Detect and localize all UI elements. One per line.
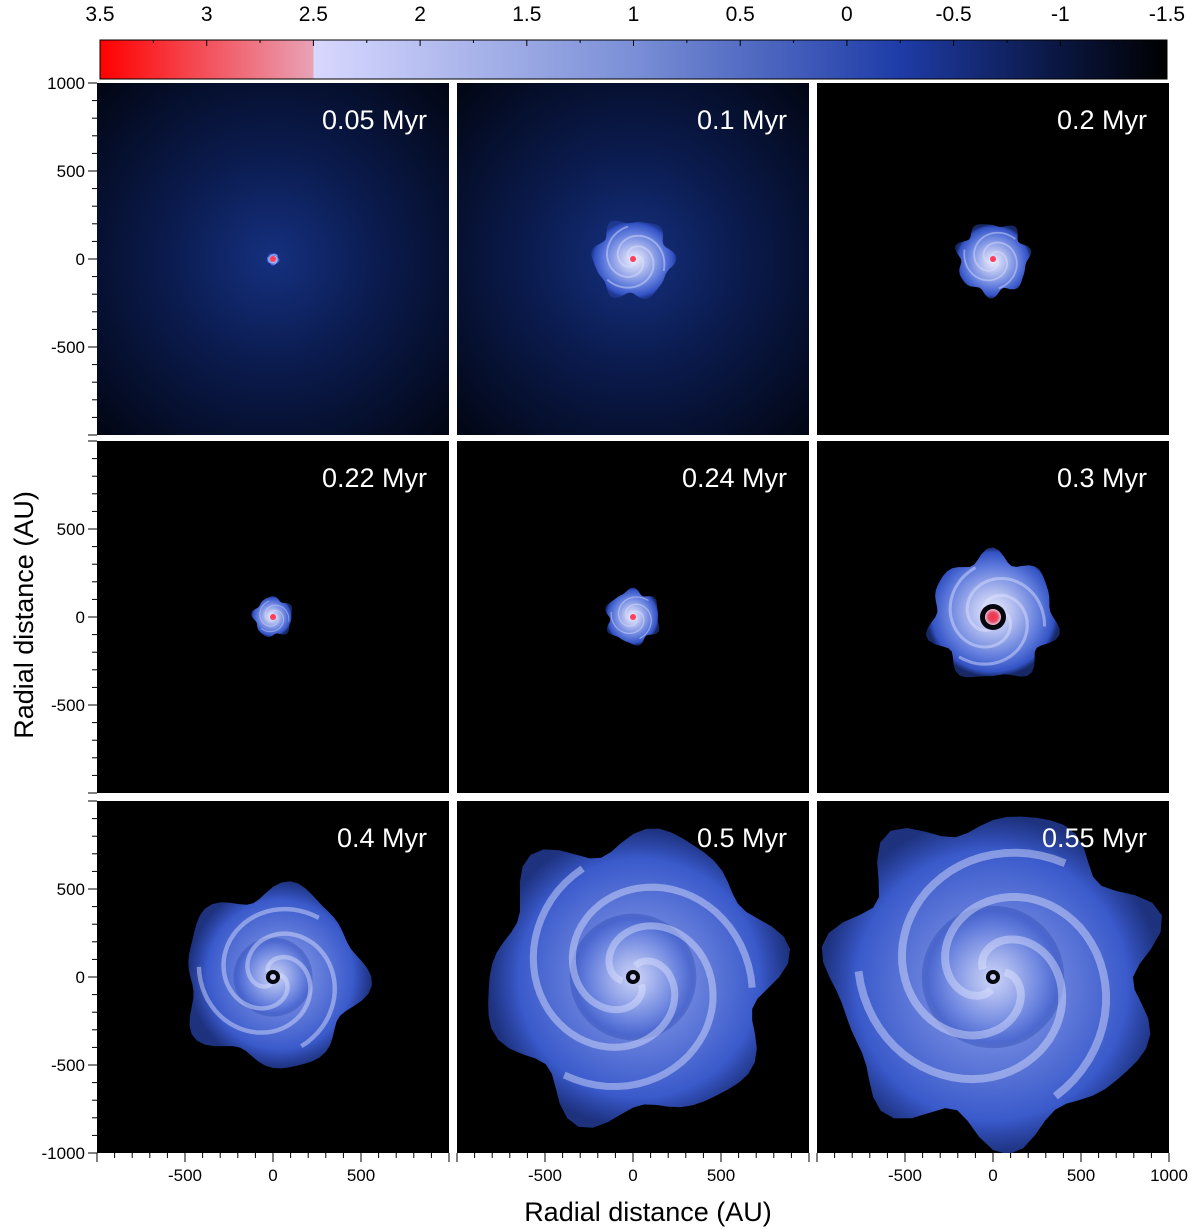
colorbar-tick-label: 3.5 [85, 3, 114, 26]
spiral-arm [245, 931, 337, 1049]
central-star [990, 974, 996, 980]
central-star [990, 256, 996, 262]
spiral-arm [941, 893, 1111, 1100]
spiral-arm [606, 225, 645, 278]
x-tick-label: -500 [888, 1166, 922, 1185]
panel-4: 0.22 Myr [97, 441, 449, 793]
x-tick-label: -500 [528, 1166, 562, 1185]
y-tick-label: 0 [76, 250, 85, 269]
spiral-arm [264, 604, 290, 622]
panel-time-label: 0.22 Myr [322, 463, 427, 493]
panel-time-label: 0.1 Myr [697, 105, 787, 135]
spiral-arm [963, 249, 1008, 282]
colorbar-gradient [99, 39, 1168, 80]
panel-7: 0.4 Myr [97, 801, 449, 1153]
colorbar-tick-label: 2.5 [299, 3, 328, 26]
central-star [270, 614, 276, 620]
y-tick-label: -1000 [42, 1144, 85, 1163]
x-tick-label: -500 [168, 1166, 202, 1185]
spiral-arm [196, 954, 313, 1035]
panel-time-label: 0.3 Myr [1057, 463, 1147, 493]
colorbar-tick-label: -1 [1051, 3, 1070, 26]
spiral-arm [624, 603, 652, 640]
panel-8: 0.5 Myr [457, 801, 809, 1153]
y-tick-label: -500 [51, 1056, 85, 1075]
y-tick-label: -500 [51, 338, 85, 357]
panel-time-label: 0.5 Myr [697, 823, 787, 853]
central-star [630, 974, 636, 980]
spiral-arm [606, 245, 655, 289]
central-star [270, 974, 276, 980]
panel-9: 0.55 Myr [817, 801, 1169, 1153]
panel-time-label: 0.55 Myr [1042, 823, 1147, 853]
spiral-arm [617, 596, 649, 627]
panel-time-label: 0.05 Myr [322, 105, 427, 135]
spiral-arm [260, 609, 284, 633]
y-tick-label: -500 [51, 696, 85, 715]
central-star [270, 256, 276, 262]
central-star [630, 256, 636, 262]
colorbar-tick-label: 3 [201, 3, 213, 26]
y-axis-label: Radial distance (AU) [9, 491, 39, 739]
central-star [630, 614, 636, 620]
panel-1: 0.05 Myr [97, 83, 449, 435]
panel-2: 0.1 Myr [457, 83, 809, 435]
colorbar-tick-label: 2 [414, 3, 426, 26]
y-tick-label: 500 [57, 520, 85, 539]
spiral-arm [616, 234, 666, 272]
colorbar-tick-label: 0 [841, 3, 853, 26]
central-star [985, 609, 1001, 625]
spiral-arm [854, 935, 1067, 1084]
panel-5: 0.24 Myr [457, 441, 809, 793]
panel-time-label: 0.2 Myr [1057, 105, 1147, 135]
spiral-arm [259, 600, 279, 627]
colorbar: 3.5 3 2.5 2 1.5 1 0.5 0 -0.5 -1 -1.5 [85, 3, 1185, 80]
y-tick-label: 1000 [47, 74, 85, 93]
x-tick-label: 0 [628, 1166, 637, 1185]
spiral-arm [610, 610, 645, 635]
x-tick-label: 500 [347, 1166, 375, 1185]
panel-6: 0.3 Myr [817, 441, 1169, 793]
panel-3: 0.2 Myr [817, 83, 1169, 435]
x-tick-label: 1000 [1150, 1166, 1188, 1185]
panel-time-label: 0.4 Myr [337, 823, 427, 853]
panels-grid: 0.05 Myr 0.1 Myr 0.2 Myr 0.22 Myr 0.24 Myr 0.… [42, 74, 1188, 1185]
spiral-arm [221, 906, 320, 1011]
x-tick-label: 500 [707, 1166, 735, 1185]
y-tick-label: 0 [76, 968, 85, 987]
spiral-arm [562, 922, 717, 1091]
spiral-arm [529, 865, 679, 1051]
spiral-arm [973, 231, 1016, 272]
spiral-arm [982, 241, 1018, 290]
spiral-arm [898, 848, 1067, 1040]
colorbar-tick-label: 1.5 [512, 3, 541, 26]
colorbar-tick-label: -0.5 [936, 3, 972, 26]
y-tick-label: 500 [57, 880, 85, 899]
panel-time-label: 0.24 Myr [682, 463, 787, 493]
spiral-arm [568, 883, 756, 1014]
x-tick-label: 500 [1067, 1166, 1095, 1185]
x-tick-label: 0 [988, 1166, 997, 1185]
x-axis-label: Radial distance (AU) [524, 1197, 772, 1227]
colorbar-tick-label: -1.5 [1149, 3, 1185, 26]
y-tick-label: 500 [57, 162, 85, 181]
colorbar-tick-label: 1 [628, 3, 640, 26]
axes: 1000 500 0 -500 500 0 -500 500 0 -500 -1000 -500 0 50… [42, 74, 1188, 1185]
y-tick-label: 0 [76, 608, 85, 627]
x-tick-label: 0 [268, 1166, 277, 1185]
colorbar-tick-label: 0.5 [726, 3, 755, 26]
